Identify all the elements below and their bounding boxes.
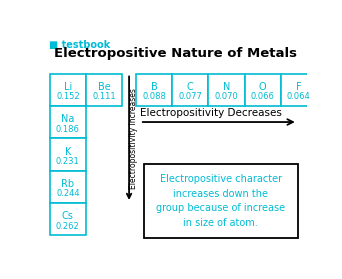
Text: ■ testbook: ■ testbook — [49, 40, 110, 50]
Text: O: O — [259, 82, 266, 92]
Bar — [144, 164, 298, 237]
Text: 0.064: 0.064 — [287, 92, 311, 101]
Text: Li: Li — [64, 82, 72, 92]
Text: 0.088: 0.088 — [142, 92, 166, 101]
Text: Electropositive character
increases down the
group because of increase
in size o: Electropositive character increases down… — [156, 174, 285, 228]
Text: 0.077: 0.077 — [178, 92, 202, 101]
Bar — [245, 74, 281, 106]
Text: N: N — [223, 82, 230, 92]
Text: Electropositivity Increases: Electropositivity Increases — [129, 88, 138, 189]
Text: Electropositive Nature of Metals: Electropositive Nature of Metals — [54, 47, 297, 60]
Text: 0.111: 0.111 — [92, 92, 116, 101]
Bar — [281, 74, 317, 106]
Text: K: K — [65, 147, 71, 157]
Text: Cs: Cs — [62, 211, 74, 222]
Bar — [136, 74, 172, 106]
Bar — [50, 138, 86, 170]
Text: Electropositivity Decreases: Electropositivity Decreases — [140, 108, 282, 118]
Text: B: B — [151, 82, 157, 92]
Text: 0.262: 0.262 — [56, 222, 80, 231]
Text: C: C — [187, 82, 194, 92]
Text: 0.186: 0.186 — [56, 125, 80, 134]
Bar — [50, 170, 86, 203]
Text: Rb: Rb — [61, 179, 75, 189]
Text: 0.070: 0.070 — [214, 92, 238, 101]
Bar — [50, 74, 86, 106]
Text: 0.244: 0.244 — [56, 189, 80, 198]
Text: 0.152: 0.152 — [56, 92, 80, 101]
Bar — [50, 106, 86, 138]
Bar — [86, 74, 122, 106]
Text: 0.231: 0.231 — [56, 157, 80, 166]
Bar — [50, 203, 86, 235]
Text: F: F — [296, 82, 302, 92]
Text: Be: Be — [98, 82, 110, 92]
Bar — [208, 74, 245, 106]
Text: 0.066: 0.066 — [251, 92, 275, 101]
Bar — [172, 74, 208, 106]
Text: Na: Na — [61, 114, 75, 124]
